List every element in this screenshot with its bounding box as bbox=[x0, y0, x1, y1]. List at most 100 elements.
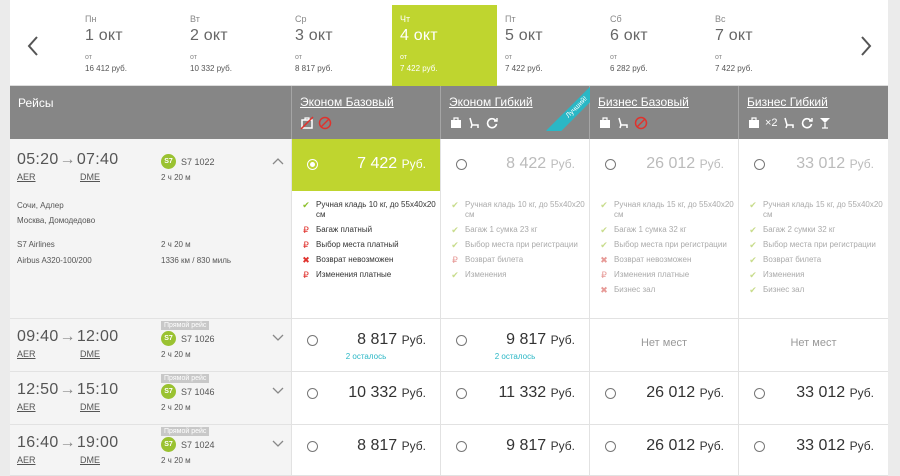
direct-flight-badge: Прямой рейс bbox=[161, 321, 210, 330]
chevron-up-icon[interactable] bbox=[272, 157, 284, 165]
departure-time: 05:20 bbox=[17, 151, 59, 168]
flight-duration: 2 ч 20 м bbox=[161, 350, 191, 359]
ruble-icon: ₽ bbox=[303, 240, 309, 250]
feature-text: Возврат билета bbox=[763, 255, 822, 264]
date-option[interactable]: Пт 5 окт от 7 422 руб. bbox=[497, 5, 602, 86]
fare-header-economy-basic[interactable]: Эконом Базовый bbox=[291, 86, 440, 139]
chevron-down-icon[interactable] bbox=[272, 440, 284, 448]
feature-text: Багаж платный bbox=[316, 225, 373, 234]
fare-option[interactable]: 7 422 Руб. ✔ Ручная кладь 10 кг, до 55х40х… bbox=[291, 139, 440, 318]
fare-radio[interactable] bbox=[456, 335, 467, 346]
fare-price: 8 817 Руб. bbox=[357, 437, 426, 454]
fare-option[interactable]: 33 012 Руб. bbox=[738, 425, 888, 475]
fare-radio[interactable] bbox=[307, 441, 318, 452]
arrow-icon: → bbox=[59, 328, 76, 345]
date-option[interactable]: Вт 2 окт от 10 332 руб. bbox=[182, 5, 287, 86]
flight-info[interactable]: 05:20→07:40 AER DME S7 S7 1022 2 ч 20 м Сочи, … bbox=[10, 139, 291, 318]
fare-radio[interactable] bbox=[605, 441, 616, 452]
flight-duration: 2 ч 20 м bbox=[161, 173, 191, 182]
date-option[interactable]: Пн 1 окт от 16 412 руб. bbox=[77, 5, 182, 86]
flight-number-label: S7 1026 bbox=[181, 333, 215, 344]
fare-option[interactable]: 26 012 Руб. ✔ Ручная кладь 15 кг, до 55х40… bbox=[589, 139, 738, 318]
fare-option[interactable]: 33 012 Руб. bbox=[738, 372, 888, 424]
origin-code[interactable]: AER bbox=[17, 402, 36, 412]
fare-title: Эконом Гибкий bbox=[449, 95, 533, 109]
flight-info[interactable]: 12:50→15:10 AER DME Прямой рейс S7 S7 1046 2 ч… bbox=[10, 372, 291, 424]
fares-header: Рейсы Эконом Базовый Эконом Гибкий Бизне… bbox=[10, 86, 888, 139]
fare-option[interactable]: 26 012 Руб. bbox=[589, 425, 738, 475]
lounge-cocktail-icon bbox=[819, 118, 830, 129]
check-icon: ✔ bbox=[451, 270, 459, 280]
fare-radio[interactable] bbox=[754, 159, 765, 170]
fare-header-business-basic[interactable]: Бизнес Базовый bbox=[589, 86, 738, 139]
fare-price: 10 332 Руб. bbox=[348, 384, 426, 401]
prev-dates-button[interactable] bbox=[10, 5, 55, 86]
flight-info[interactable]: 16:40→19:00 AER DME Прямой рейс S7 S7 1024 2 ч… bbox=[10, 425, 291, 475]
fare-feature: ✖ Бизнес зал bbox=[599, 285, 734, 295]
fare-option[interactable]: 9 817 Руб. bbox=[440, 425, 589, 475]
fare-title: Эконом Базовый bbox=[300, 95, 394, 109]
refund-icon bbox=[801, 117, 813, 129]
detail-duration: 2 ч 20 м bbox=[161, 240, 191, 249]
origin-code[interactable]: AER bbox=[17, 455, 36, 465]
departure-time: 12:50 bbox=[17, 381, 59, 398]
fare-price: 8 817 Руб. bbox=[357, 331, 426, 348]
fare-price: 33 012 Руб. bbox=[796, 155, 874, 172]
fare-option[interactable]: 8 422 Руб. ✔ Ручная кладь 10 кг, до 55х40х… bbox=[440, 139, 589, 318]
fare-header-economy-flex[interactable]: Эконом Гибкий bbox=[440, 86, 589, 139]
fare-radio[interactable] bbox=[307, 159, 318, 170]
from-label: от bbox=[85, 54, 92, 61]
fare-radio[interactable] bbox=[456, 388, 467, 399]
fare-radio[interactable] bbox=[456, 159, 467, 170]
baggage-icon bbox=[600, 117, 610, 128]
day-of-week: Пт bbox=[505, 14, 516, 24]
selected-fare[interactable]: 7 422 Руб. bbox=[292, 139, 440, 191]
chevron-down-icon[interactable] bbox=[272, 387, 284, 395]
chevron-left-icon bbox=[27, 35, 38, 56]
date-option[interactable]: Сб 6 окт от 6 282 руб. bbox=[602, 5, 707, 86]
fare-option[interactable]: 10 332 Руб. bbox=[291, 372, 440, 424]
airport-codes: AER DME bbox=[17, 349, 100, 359]
min-price: 16 412 руб. bbox=[85, 64, 127, 73]
fare-radio[interactable] bbox=[754, 388, 765, 399]
date-option[interactable]: Чт 4 окт от 7 422 руб. bbox=[392, 5, 497, 86]
destination-code[interactable]: DME bbox=[80, 172, 100, 182]
fare-radio[interactable] bbox=[307, 388, 318, 399]
no-seats-label: Нет мест bbox=[640, 337, 687, 349]
destination-code[interactable]: DME bbox=[80, 455, 100, 465]
chevron-down-icon[interactable] bbox=[272, 334, 284, 342]
flight-info[interactable]: 09:40→12:00 AER DME Прямой рейс S7 S7 1026 2 ч… bbox=[10, 319, 291, 371]
date-option[interactable]: Ср 3 окт от 8 817 руб. bbox=[287, 5, 392, 86]
aircraft-type: Airbus A320-100/200 bbox=[17, 256, 92, 265]
fare-title: Бизнес Гибкий bbox=[747, 95, 828, 109]
fare-header-business-flex[interactable]: Бизнес Гибкий ×2 bbox=[738, 86, 888, 139]
s7-logo-icon: S7 bbox=[161, 437, 176, 452]
fare-option[interactable]: 8 817 Руб. 2 осталось bbox=[291, 319, 440, 371]
fare-option[interactable]: 9 817 Руб. 2 осталось bbox=[440, 319, 589, 371]
fare-option[interactable]: 33 012 Руб. ✔ Ручная кладь 15 кг, до 55х40… bbox=[738, 139, 888, 318]
fare-radio[interactable] bbox=[605, 159, 616, 170]
fare-price: 26 012 Руб. bbox=[646, 437, 724, 454]
date-option[interactable]: Вс 7 окт от 7 422 руб. bbox=[707, 5, 812, 86]
fare-radio[interactable] bbox=[456, 441, 467, 452]
origin-code[interactable]: AER bbox=[17, 172, 36, 182]
fare-option[interactable]: 26 012 Руб. bbox=[589, 372, 738, 424]
fare-title: Бизнес Базовый bbox=[598, 95, 689, 109]
fare-option[interactable]: 11 332 Руб. bbox=[440, 372, 589, 424]
origin-code[interactable]: AER bbox=[17, 349, 36, 359]
fare-radio[interactable] bbox=[307, 335, 318, 346]
flight-times: 12:50→15:10 bbox=[17, 381, 118, 399]
check-icon: ✔ bbox=[600, 240, 608, 250]
flight-number: S7 S7 1026 bbox=[161, 331, 215, 346]
best-fare-label: Лучший! bbox=[546, 86, 590, 131]
next-dates-button[interactable] bbox=[843, 5, 888, 86]
fare-price: 7 422 Руб. bbox=[357, 155, 426, 172]
date-label: 1 окт bbox=[85, 27, 123, 44]
from-label: от bbox=[400, 54, 407, 61]
feature-text: Ручная кладь 15 кг, до 55х40х20 см bbox=[763, 200, 883, 219]
fare-radio[interactable] bbox=[754, 441, 765, 452]
fare-option[interactable]: 8 817 Руб. bbox=[291, 425, 440, 475]
destination-code[interactable]: DME bbox=[80, 349, 100, 359]
fare-radio[interactable] bbox=[605, 388, 616, 399]
destination-code[interactable]: DME bbox=[80, 402, 100, 412]
